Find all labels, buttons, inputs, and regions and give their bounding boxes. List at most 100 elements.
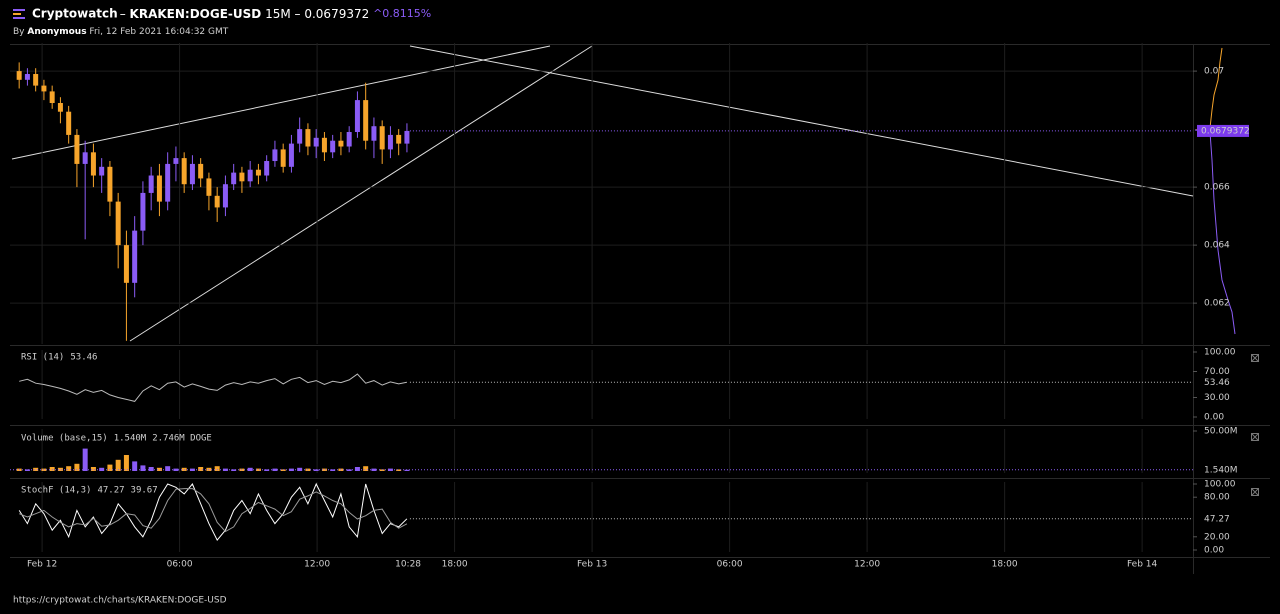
x-tick-label: 18:00 (442, 560, 468, 570)
candle-body (231, 172, 237, 185)
candle-body (247, 169, 253, 182)
volume-bar (132, 461, 138, 471)
by: By (13, 27, 25, 37)
volume-bar (321, 468, 327, 471)
panel-close-buttons[interactable] (1251, 354, 1259, 496)
candle-body (239, 172, 245, 182)
x-tick-label: 12:00 (854, 560, 880, 570)
panel-readout: 39.67 (131, 486, 158, 496)
candle-body (222, 184, 228, 208)
candle-body (140, 192, 146, 231)
candle-body (288, 143, 294, 167)
x-tick-label: 12:00 (304, 560, 330, 570)
change: ^0.8115% (373, 7, 431, 20)
volume-bar (140, 465, 146, 471)
volume-bar (198, 467, 204, 471)
candle-body (82, 152, 88, 164)
candle-body (189, 163, 195, 185)
volume-bar (330, 469, 336, 471)
y-tick-label: 0.07 (1204, 67, 1224, 77)
candle-body (24, 74, 30, 80)
volume-bar (189, 468, 195, 471)
logo (13, 9, 25, 19)
candle-body (396, 134, 402, 144)
volume-bar (90, 467, 96, 471)
volume-bar (363, 466, 369, 471)
byline: By Anonymous Fri, 12 Feb 2021 16:04:32 G… (13, 27, 229, 37)
volume-bar (156, 467, 162, 471)
volume-bar (354, 467, 360, 471)
volume-bar (24, 469, 30, 471)
y-tick-label: 100.00 (1204, 348, 1236, 358)
separator: – (120, 7, 126, 21)
volume-bar (57, 467, 63, 471)
volume-bar (33, 467, 39, 471)
last-price-tag (1197, 124, 1249, 137)
volume-bar (49, 467, 55, 471)
volume-bar (396, 469, 402, 471)
volume-bar (115, 459, 121, 471)
candle-body (313, 137, 319, 147)
candle-body (206, 178, 212, 196)
volume-bar (214, 466, 220, 471)
volume-bar (387, 468, 393, 471)
indicator-line (19, 373, 407, 402)
candle-body (305, 129, 311, 147)
candle-body (16, 71, 22, 80)
panel-borders (10, 44, 1270, 574)
panel-readout: 53.46 (70, 353, 97, 363)
separator: – (295, 7, 301, 21)
volume-bar (255, 468, 261, 471)
volume-bar (148, 467, 154, 471)
y-tick-label: 0.066 (1204, 183, 1230, 193)
candle-body (33, 74, 39, 86)
candle-body (132, 230, 138, 283)
x-tick-label: 18:00 (992, 560, 1018, 570)
app-name: Cryptowatch (32, 7, 118, 21)
volume-bar (74, 463, 80, 471)
candle-body (90, 152, 96, 176)
volume-bar (404, 469, 410, 471)
y-tick-label: 50.00M (1204, 427, 1238, 437)
indicator-line (18, 482, 408, 542)
candle-body (123, 245, 129, 283)
x-tick-label: Feb 13 (577, 560, 607, 570)
volume-bar (288, 468, 294, 471)
candle-body (148, 175, 154, 193)
panel-readout: 1.540M (114, 434, 147, 444)
x-tick-label: Feb 12 (27, 560, 57, 570)
volume-bar (222, 468, 228, 471)
y-tick-label: 100.00 (1204, 480, 1236, 490)
candle-body (165, 163, 171, 202)
y-tick-label: 20.00 (1204, 532, 1230, 542)
x-tick-label: Feb 14 (1127, 560, 1158, 570)
last-value-label: 53.46 (1204, 378, 1230, 388)
candle-body (371, 126, 377, 141)
candle-body (107, 166, 113, 202)
candle-body (297, 129, 303, 144)
candle-body (338, 140, 344, 147)
volume-bar (123, 455, 129, 471)
y-tick-label: 0.00 (1204, 413, 1224, 423)
y-tick-label: 0.064 (1204, 241, 1230, 251)
x-tick-label: 06:00 (167, 560, 193, 570)
date: Fri, 12 Feb 2021 16:04:32 GMT (89, 27, 228, 37)
volume-bar (231, 469, 237, 471)
candle-body (280, 149, 286, 167)
y-tick-label: 0.062 (1204, 299, 1230, 309)
panel-readout: 2.746M DOGE (152, 434, 212, 444)
volume-bar (264, 469, 270, 471)
candle-body (363, 100, 369, 141)
candle-body (214, 195, 220, 208)
symbol: KRAKEN:DOGE-USD (130, 7, 262, 21)
symbol-line: – KRAKEN:DOGE-USD 15M – 0.0679372 ^0.811… (120, 7, 432, 21)
last-value-label: 1.540M (1204, 465, 1238, 475)
candle-body (264, 161, 270, 176)
volume-bar (107, 464, 113, 471)
candle-body (272, 149, 278, 162)
last-value-label: 47.27 (1204, 514, 1230, 524)
x-tick-label: 06:00 (717, 560, 743, 570)
candle-body (49, 91, 55, 104)
candle-body (156, 175, 162, 202)
